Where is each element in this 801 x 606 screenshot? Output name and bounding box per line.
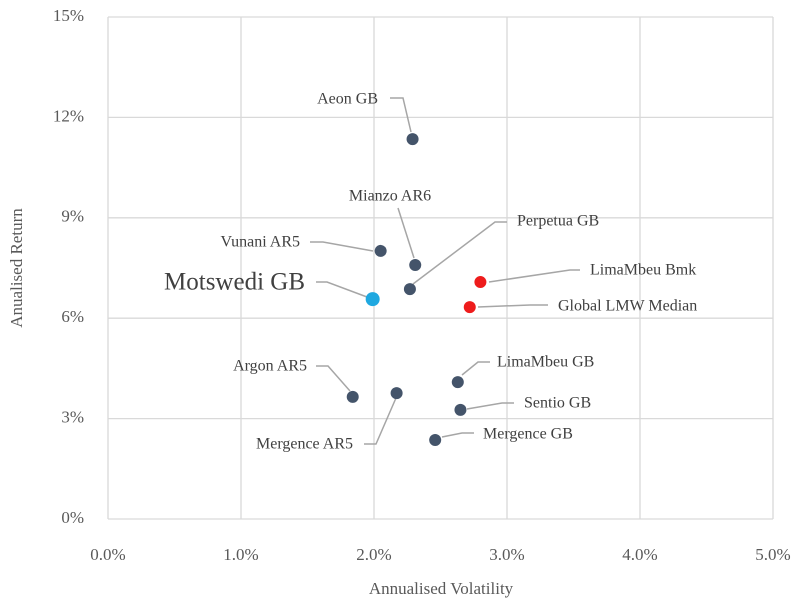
leader-line bbox=[397, 207, 415, 259]
leader-line bbox=[390, 97, 412, 133]
y-tick-label: 9% bbox=[61, 207, 84, 226]
x-tick-label: 2.0% bbox=[356, 545, 391, 564]
point-label: LimaMbeu GB bbox=[497, 354, 594, 371]
point bbox=[365, 292, 380, 307]
point bbox=[463, 301, 476, 314]
point-label: LimaMbeu Bmk bbox=[590, 262, 696, 279]
y-axis-label: Anualised Return bbox=[7, 208, 26, 328]
point bbox=[454, 403, 467, 416]
point-label: Mergence AR5 bbox=[256, 436, 353, 453]
point bbox=[474, 276, 487, 289]
x-axis-label: Annualised Volatility bbox=[369, 579, 514, 598]
y-tick-label: 12% bbox=[53, 106, 84, 125]
x-tick-label: 4.0% bbox=[622, 545, 657, 564]
x-tick-label: 5.0% bbox=[755, 545, 790, 564]
point bbox=[390, 387, 403, 400]
point-label: Mianzo AR6 bbox=[349, 188, 431, 205]
point-label: Argon AR5 bbox=[233, 358, 307, 375]
leader-line bbox=[441, 432, 474, 438]
point bbox=[429, 434, 442, 447]
x-tick-label: 1.0% bbox=[223, 545, 258, 564]
leader-line bbox=[364, 397, 397, 445]
point-label: Vunani AR5 bbox=[221, 234, 300, 251]
x-tick-label: 0.0% bbox=[90, 545, 125, 564]
leader-line bbox=[477, 304, 548, 308]
y-tick-label: 3% bbox=[61, 408, 84, 427]
point-label: Sentio GB bbox=[524, 395, 591, 412]
leader-line bbox=[466, 402, 514, 410]
y-tick-label: 15% bbox=[53, 6, 84, 25]
y-tick-label: 0% bbox=[61, 508, 84, 527]
leader-line bbox=[316, 281, 368, 298]
leader-line bbox=[461, 361, 490, 376]
point bbox=[409, 258, 422, 271]
point bbox=[346, 390, 359, 403]
point-label: Perpetua GB bbox=[517, 213, 599, 230]
point bbox=[451, 376, 464, 389]
point bbox=[374, 244, 387, 257]
point-label: Mergence GB bbox=[483, 426, 573, 443]
leader-line bbox=[310, 241, 374, 252]
leader-line bbox=[412, 221, 507, 285]
point bbox=[406, 133, 419, 146]
leader-line bbox=[316, 365, 351, 392]
leader-line bbox=[488, 269, 580, 283]
point-label: Motswedi GB bbox=[164, 269, 305, 296]
point-label: Global LMW Median bbox=[558, 298, 697, 315]
x-tick-label: 3.0% bbox=[489, 545, 524, 564]
point bbox=[403, 283, 416, 296]
y-tick-label: 6% bbox=[61, 307, 84, 326]
point-label: Aeon GB bbox=[317, 91, 378, 108]
